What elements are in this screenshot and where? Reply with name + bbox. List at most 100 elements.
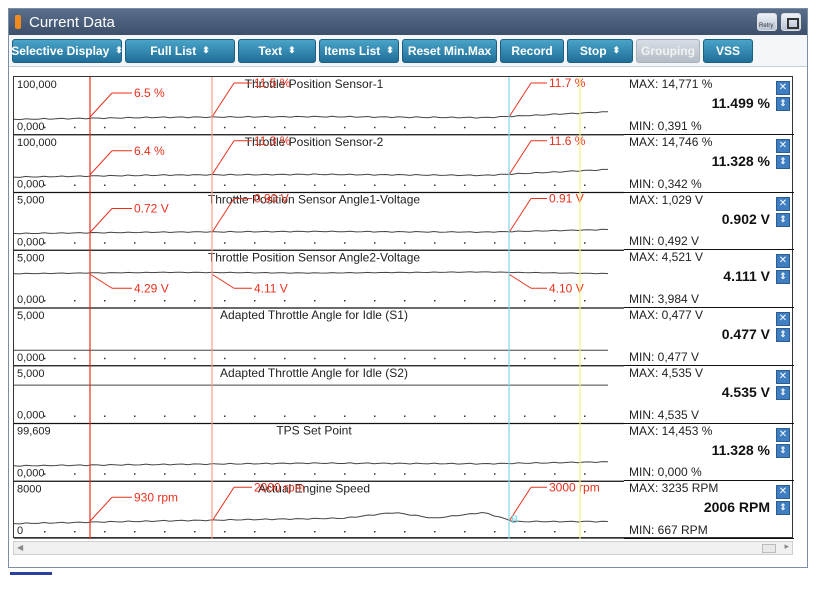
tick-dot [374, 415, 376, 417]
reorder-icon[interactable]: ⇕ [776, 501, 790, 516]
tick-dot [584, 126, 586, 129]
toolbar-button-full-list[interactable]: Full List ⬍ [125, 38, 235, 63]
current-value: 4.535 V [721, 383, 770, 400]
current-value: 2006 RPM [703, 499, 770, 516]
tick-dot [134, 531, 136, 533]
value-row: MAX: 4,535 V 4.535 V MIN: 4,535 V ✕ ⇕ [624, 366, 794, 424]
toolbar-button-record[interactable]: Record [500, 38, 564, 63]
tick-dot [104, 242, 106, 244]
tick-dot [194, 357, 196, 360]
toolbar-button-selective-display[interactable]: Selective Display ⬍ [11, 38, 123, 63]
tick-dot [554, 531, 556, 533]
tick-dot [224, 415, 226, 417]
tick-dot [344, 415, 346, 417]
horizontal-scrollbar[interactable]: ◀ ▸ [13, 541, 793, 555]
series-trace [13, 168, 608, 178]
min-value: MIN: 3,984 V [629, 292, 700, 306]
tick-dot [464, 184, 466, 186]
annotation-leader [89, 92, 113, 118]
annotation-leader [508, 140, 532, 176]
retry-button[interactable] [757, 13, 777, 31]
close-icon[interactable]: ✕ [776, 196, 790, 211]
y-min-label: 0,000 [17, 121, 45, 133]
tick-dot [494, 126, 496, 129]
reorder-icon[interactable]: ⇕ [776, 270, 790, 285]
y-max-label: 100,000 [17, 137, 57, 149]
tick-dot [584, 184, 586, 186]
close-icon[interactable]: ✕ [776, 427, 790, 442]
tick-dot [584, 242, 586, 244]
tick-dot [344, 126, 346, 129]
tick-dot [344, 184, 346, 186]
close-icon[interactable]: ✕ [776, 138, 790, 153]
tick-dot [284, 415, 286, 417]
annotation-leader [211, 486, 235, 522]
value-panel: MAX: 14,771 % 11.499 % MIN: 0,391 % ✕ ⇕ MAX: … [624, 77, 794, 539]
close-icon[interactable]: ✕ [776, 369, 790, 384]
close-icon[interactable]: ✕ [776, 485, 790, 500]
tick-dot [134, 415, 136, 417]
graph-row: 99,609 0,000 TPS Set Point [13, 424, 624, 482]
tick-dot [554, 242, 556, 244]
link-underline [10, 572, 52, 575]
tick-dot [254, 300, 256, 302]
annotation-label: 3000 rpm [549, 480, 600, 494]
window-icon [15, 15, 21, 29]
y-min-label: 0 [17, 525, 23, 537]
scroll-thumb[interactable] [762, 544, 776, 553]
y-max-label: 5,000 [17, 252, 45, 264]
annotation-label: 4.11 V [254, 281, 288, 295]
tick-dot [524, 357, 526, 360]
reorder-icon[interactable]: ⇕ [776, 212, 790, 227]
value-row: MAX: 4,521 V 4.111 V MIN: 3,984 V ✕ ⇕ [624, 250, 794, 308]
y-min-label: 0,000 [17, 294, 45, 306]
scroll-right-icon[interactable]: ▸ [784, 542, 789, 552]
toolbar-button-reset-min-max[interactable]: Reset Min.Max [402, 38, 497, 63]
series-trace [13, 228, 609, 235]
value-row: MAX: 3235 RPM 2006 RPM MIN: 667 RPM ✕ ⇕ [624, 481, 794, 539]
tick-dot [284, 242, 286, 244]
graph-row: 5,000 0,000 Adapted Throttle Angle for Idl… [14, 366, 624, 425]
tick-dot [164, 357, 166, 360]
graph-row: 5,000 0,000 Adapted Throttle Angle for Idl… [14, 308, 624, 367]
tick-dot [494, 473, 496, 475]
tick-dot [74, 531, 76, 533]
tick-dot [374, 126, 376, 129]
tick-dot [134, 300, 136, 302]
tick-dot [164, 300, 166, 302]
reorder-icon[interactable]: ⇕ [776, 443, 790, 458]
reorder-icon[interactable]: ⇕ [776, 385, 790, 400]
tick-dot [254, 184, 256, 186]
toolbar-button-label: Items List [324, 43, 381, 58]
annotation-label: 11.3 % [254, 134, 291, 148]
toolbar-button-items-list[interactable]: Items List ⬍ [319, 38, 399, 63]
scroll-left-icon[interactable]: ◀ [17, 543, 24, 552]
current-value: 11.499 % [711, 95, 770, 111]
tick-dot [554, 126, 556, 129]
close-icon[interactable]: ✕ [776, 312, 790, 326]
min-value: MIN: 0,000 % [629, 465, 702, 480]
tick-dot [284, 126, 286, 129]
tick-dot [404, 415, 406, 417]
close-icon[interactable]: ✕ [776, 254, 790, 269]
reorder-icon[interactable]: ⇕ [776, 328, 790, 342]
tick-dot [434, 300, 436, 302]
tick-dot [164, 126, 166, 129]
reorder-icon[interactable]: ⇕ [776, 97, 790, 111]
tick-dot [284, 473, 286, 475]
tick-dot [374, 184, 376, 186]
toolbar-button-text[interactable]: Text ⬍ [238, 38, 316, 63]
tick-dot [374, 357, 376, 360]
value-row: MAX: 14,746 % 11.328 % MIN: 0,342 % ✕ ⇕ [624, 135, 794, 193]
restore-button[interactable] [781, 13, 801, 31]
toolbar-button-vss[interactable]: VSS [703, 38, 753, 63]
tick-dot [314, 473, 316, 475]
series-title: Throttle Position Sensor-1 [245, 77, 384, 91]
tick-dot [404, 531, 406, 533]
tick-dot [404, 357, 406, 360]
tick-dot [194, 415, 196, 417]
reorder-icon[interactable]: ⇕ [776, 154, 790, 169]
tick-dot [524, 531, 526, 533]
toolbar-button-stop[interactable]: Stop ⬍ [567, 38, 633, 63]
close-icon[interactable]: ✕ [776, 81, 790, 95]
